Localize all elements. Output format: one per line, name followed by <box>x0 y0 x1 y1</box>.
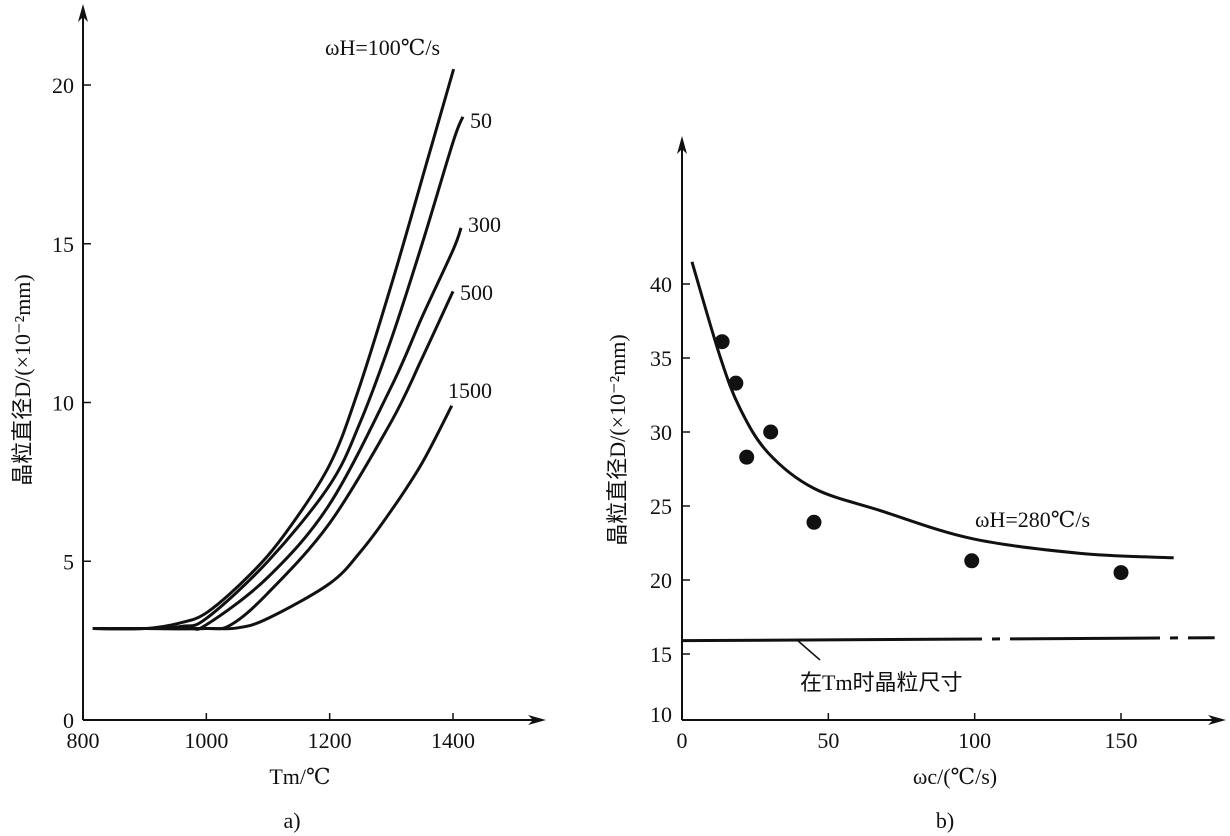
series-line-100 <box>92 68 456 631</box>
series-line-1500 <box>92 404 454 631</box>
panel-b-xlabel: ωc/(℃/s) <box>913 764 997 789</box>
data-point <box>763 424 779 440</box>
panel-a-ylabel: 晶粒直径D/(×10⁻²mm) <box>10 274 35 486</box>
series-label-500: 500 <box>460 280 493 305</box>
series-line-300 <box>92 227 463 631</box>
series-label-1500: 1500 <box>448 378 492 403</box>
series-line-500 <box>92 290 455 631</box>
panel-a-xlabel: Tm/℃ <box>269 764 330 789</box>
panel-a-label: a) <box>283 808 300 833</box>
reference-line-label: 在Tm时晶粒尺寸 <box>800 670 963 695</box>
panel-b-y-axis-arrow <box>677 136 687 154</box>
panel-a-y-tick-label: 10 <box>52 391 74 416</box>
panel-b-y-tick-label: 35 <box>650 346 672 371</box>
fit-curve <box>690 261 1174 560</box>
panel-a-y-tick-label: 15 <box>52 232 74 257</box>
series-line-50 <box>92 116 465 631</box>
panel-b-y-tick-label: 40 <box>650 272 672 297</box>
data-point <box>714 334 730 350</box>
reference-line-leader <box>796 639 821 661</box>
fit-curve-label: ωH=280℃/s <box>975 507 1090 532</box>
data-point <box>1113 565 1129 581</box>
panel-b-y-tick-label: 10 <box>650 702 672 727</box>
panel-b-y-tick-label: 30 <box>650 420 672 445</box>
panel-a-x-tick-label: 800 <box>67 728 100 753</box>
panel-b-x-tick-label: 100 <box>958 728 991 753</box>
reference-line <box>681 636 1215 643</box>
series-label-300: 300 <box>468 212 501 237</box>
series-label-50: 50 <box>470 108 492 133</box>
panel-b-ylabel: 晶粒直径D/(×10⁻²mm) <box>605 334 630 546</box>
data-point <box>964 553 980 569</box>
panel-b-y-tick-label: 25 <box>650 494 672 519</box>
panel-b-x-axis-arrow <box>1208 715 1226 725</box>
panel-b-y-tick-label: 20 <box>650 568 672 593</box>
panel-a-y-tick-label: 20 <box>52 73 74 98</box>
panel-a-grain-size-vs-temperature: 800 1000 1200 1400 0 5 10 15 20 ωH=100℃/s 50 300 50… <box>10 4 546 833</box>
panel-b-x-tick-label: 50 <box>817 728 839 753</box>
panel-a-y-axis-arrow <box>78 4 88 22</box>
data-point <box>728 375 744 391</box>
panel-a-y-tick-label: 5 <box>63 549 74 574</box>
panel-b-x-tick-label: 0 <box>677 728 688 753</box>
data-point <box>806 514 822 530</box>
panel-b-y-tick-label: 15 <box>650 642 672 667</box>
panel-b-grain-size-vs-cooling-rate: 0 50 100 150 10 15 20 25 30 35 40 ωH=280℃/s 在Tm时晶粒… <box>605 136 1226 833</box>
panel-a-x-tick-label: 1200 <box>308 728 352 753</box>
panel-a-y-tick-label: 0 <box>63 708 74 733</box>
panel-a-x-tick-label: 1400 <box>431 728 475 753</box>
panel-b-label: b) <box>936 808 954 833</box>
panel-a-x-tick-label: 1000 <box>184 728 228 753</box>
panel-a-x-axis-arrow <box>528 715 546 725</box>
series-label-100: ωH=100℃/s <box>325 35 440 60</box>
data-point <box>739 449 755 465</box>
panel-b-x-tick-label: 150 <box>1105 728 1138 753</box>
